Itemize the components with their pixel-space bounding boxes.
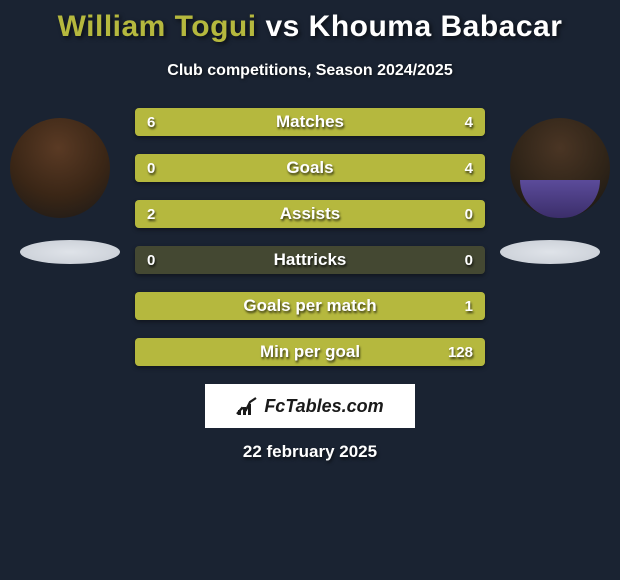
brand-text: FcTables.com [264,396,383,417]
stat-row: Min per goal128 [135,338,485,366]
stat-value-right: 1 [453,292,485,320]
stat-row: Hattricks0 0 [135,246,485,274]
stat-row: Goals per match1 [135,292,485,320]
date-text: 22 february 2025 [0,442,620,462]
stat-fill-left [135,200,485,228]
stat-row: Matches64 [135,108,485,136]
stat-value-right: 4 [453,108,485,136]
stat-fill-right [135,154,485,182]
player2-shadow [500,240,600,264]
player1-avatar [10,118,110,218]
player2-name: Khouma Babacar [309,10,563,43]
comparison-bars: Matches64Goals04Assists20Hattricks00Goal… [135,108,485,366]
stat-value-right: 4 [453,154,485,182]
stat-value-left: 6 [135,108,167,136]
player1-shadow [20,240,120,264]
stat-value-left [135,292,159,320]
stat-row: Goals04 [135,154,485,182]
stat-label: Hattricks [135,246,485,274]
stat-value-right: 0 [453,200,485,228]
stat-value-left: 0 [135,246,167,274]
player1-name: William Togui [58,10,257,43]
stat-value-right: 0 [453,246,485,274]
stat-value-right: 128 [436,338,485,366]
stat-row: Assists20 [135,200,485,228]
comparison-content: Matches64Goals04Assists20Hattricks00Goal… [0,108,620,366]
stat-value-left: 0 [135,154,167,182]
stat-fill-right [135,338,485,366]
player2-avatar [510,118,610,218]
brand-logo-icon [236,396,258,416]
subtitle: Club competitions, Season 2024/2025 [0,62,620,80]
stat-value-left: 2 [135,200,167,228]
brand-badge: FcTables.com [205,384,415,428]
vs-text: vs [265,10,299,43]
stat-fill-right [135,292,485,320]
comparison-title: William Togui vs Khouma Babacar [0,0,620,44]
stat-value-left [135,338,159,366]
